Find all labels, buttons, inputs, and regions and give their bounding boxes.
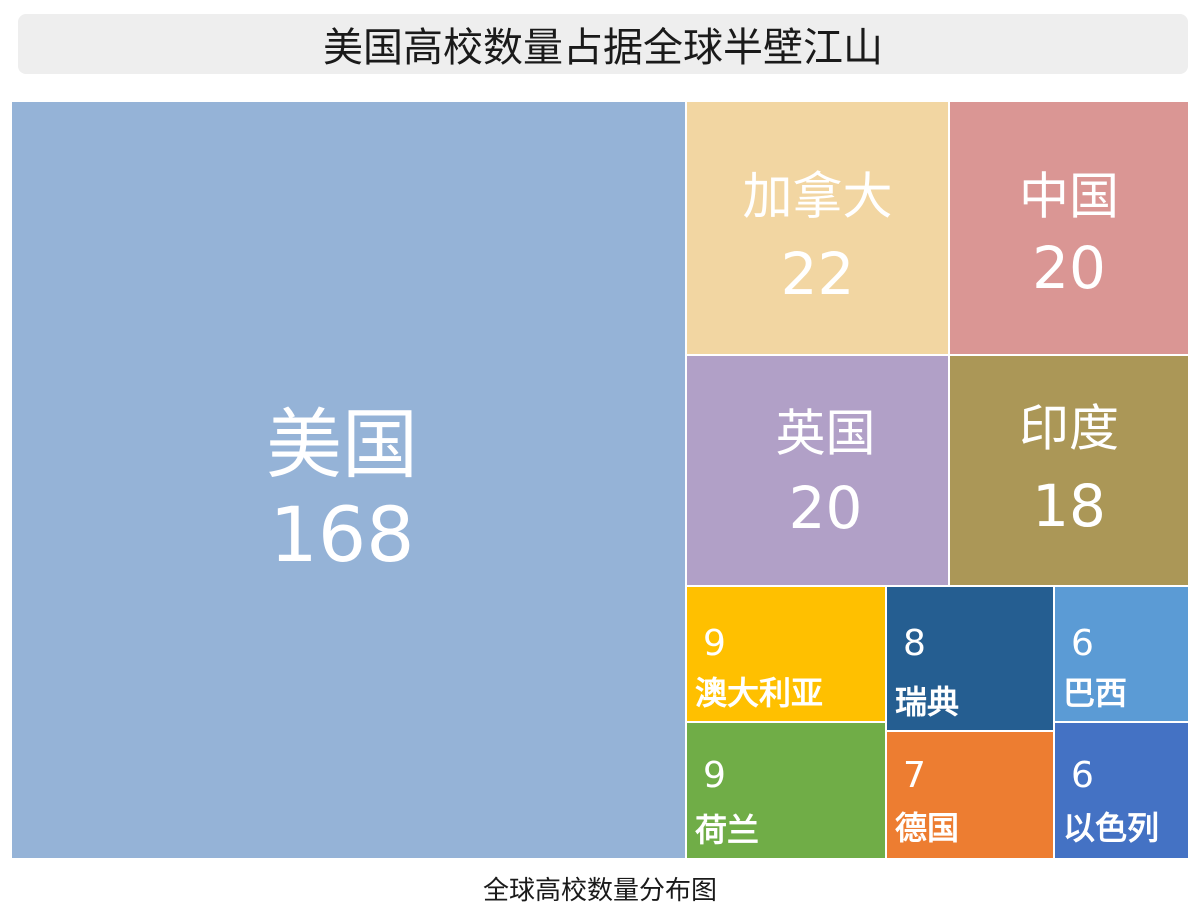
tile-label-name: 美国	[266, 400, 418, 489]
tile-label-name: 中国	[1019, 168, 1119, 226]
tile-label-name: 荷兰	[695, 811, 759, 849]
tile-label-name: 以色列	[1063, 809, 1159, 847]
tile-label-value: 7	[903, 755, 926, 796]
chart-caption: 全球高校数量分布图	[482, 875, 717, 906]
treemap-tile-3	[950, 102, 1188, 354]
tile-label-value: 22	[781, 240, 855, 308]
tile-label-name: 瑞典	[895, 683, 959, 721]
treemap-tile-9	[687, 723, 885, 858]
treemap-tile-11	[1055, 723, 1188, 858]
tile-label-value: 18	[1032, 472, 1106, 540]
tile-label-value: 6	[1071, 623, 1094, 664]
treemap-tile-4	[687, 356, 948, 585]
tile-label-value: 9	[703, 623, 726, 664]
chart-title: 美国高校数量占据全球半壁江山	[18, 14, 1188, 74]
tile-label-value: 20	[789, 474, 863, 542]
tile-label-name: 澳大利亚	[695, 674, 823, 712]
tile-label-value: 9	[703, 755, 726, 796]
tile-label-name: 巴西	[1063, 674, 1127, 712]
treemap-tile-2	[687, 102, 948, 354]
tile-label-value: 20	[1032, 234, 1106, 302]
tile-label-value: 168	[269, 490, 414, 579]
treemap-tile-8	[1055, 587, 1188, 721]
tile-label-name: 英国	[776, 405, 876, 463]
tile-label-name: 加拿大	[743, 168, 893, 226]
treemap-tile-7	[887, 587, 1053, 730]
tile-label-value: 6	[1071, 755, 1094, 796]
tile-label-name: 德国	[895, 809, 959, 847]
treemap-tile-5	[950, 356, 1188, 585]
treemap-tile-1	[12, 102, 685, 858]
tile-label-name: 印度	[1019, 400, 1119, 458]
tile-label-value: 8	[903, 623, 926, 664]
treemap-tile-6	[687, 587, 885, 721]
treemap-tile-10	[887, 732, 1053, 858]
